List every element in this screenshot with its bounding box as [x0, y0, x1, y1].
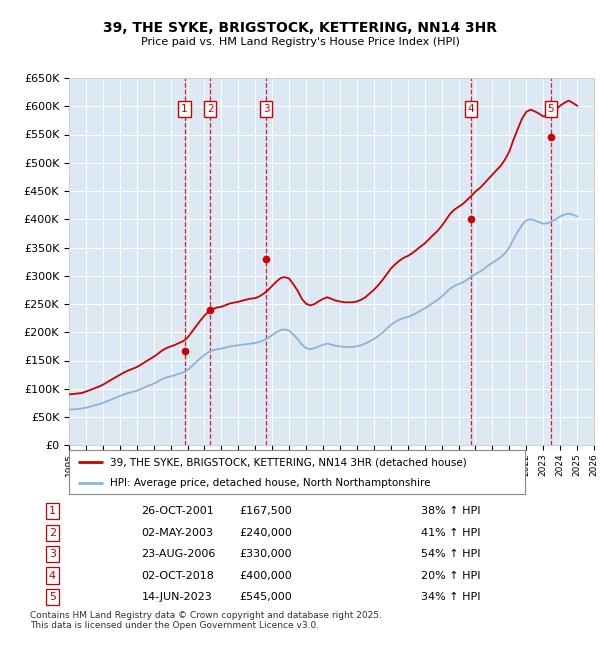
Text: 14-JUN-2023: 14-JUN-2023	[142, 592, 212, 602]
Text: 02-MAY-2003: 02-MAY-2003	[142, 528, 214, 538]
Text: Contains HM Land Registry data © Crown copyright and database right 2025.
This d: Contains HM Land Registry data © Crown c…	[30, 611, 382, 630]
Text: £400,000: £400,000	[239, 571, 292, 580]
Text: £167,500: £167,500	[239, 506, 292, 516]
Text: 02-OCT-2018: 02-OCT-2018	[142, 571, 214, 580]
Text: 2: 2	[207, 104, 214, 114]
Text: 20% ↑ HPI: 20% ↑ HPI	[421, 571, 480, 580]
Text: HPI: Average price, detached house, North Northamptonshire: HPI: Average price, detached house, Nort…	[110, 478, 431, 488]
Text: 23-AUG-2006: 23-AUG-2006	[142, 549, 216, 559]
Text: 5: 5	[49, 592, 56, 602]
Text: Price paid vs. HM Land Registry's House Price Index (HPI): Price paid vs. HM Land Registry's House …	[140, 37, 460, 47]
Text: 39, THE SYKE, BRIGSTOCK, KETTERING, NN14 3HR (detached house): 39, THE SYKE, BRIGSTOCK, KETTERING, NN14…	[110, 457, 467, 467]
Text: £330,000: £330,000	[239, 549, 292, 559]
Text: 34% ↑ HPI: 34% ↑ HPI	[421, 592, 480, 602]
Text: 26-OCT-2001: 26-OCT-2001	[142, 506, 214, 516]
Text: 3: 3	[49, 549, 56, 559]
Text: 38% ↑ HPI: 38% ↑ HPI	[421, 506, 480, 516]
Text: 1: 1	[181, 104, 188, 114]
Text: 4: 4	[49, 571, 56, 580]
Text: 1: 1	[49, 506, 56, 516]
Text: 4: 4	[468, 104, 475, 114]
Text: 3: 3	[263, 104, 269, 114]
Text: 2: 2	[49, 528, 56, 538]
Text: 54% ↑ HPI: 54% ↑ HPI	[421, 549, 480, 559]
Text: 41% ↑ HPI: 41% ↑ HPI	[421, 528, 480, 538]
Text: £240,000: £240,000	[239, 528, 292, 538]
Text: £545,000: £545,000	[239, 592, 292, 602]
Text: 5: 5	[548, 104, 554, 114]
Text: 39, THE SYKE, BRIGSTOCK, KETTERING, NN14 3HR: 39, THE SYKE, BRIGSTOCK, KETTERING, NN14…	[103, 21, 497, 35]
